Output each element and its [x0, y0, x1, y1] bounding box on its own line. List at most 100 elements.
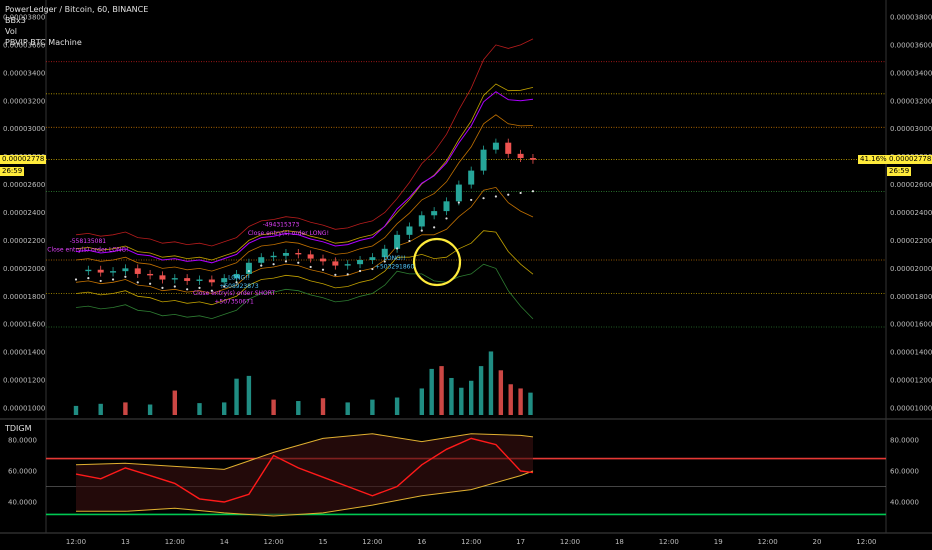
ma-dot: [321, 268, 325, 271]
price-tag-right: 0.00002778: [887, 155, 932, 164]
band-line: [75, 114, 534, 272]
candle-body: [233, 273, 240, 279]
chart-title: PowerLedger / Bitcoin, 60, BINANCE: [5, 5, 149, 14]
study-pbvip[interactable]: PBVIP BTC Machine: [5, 38, 82, 47]
candle-body: [381, 248, 388, 258]
ma-dot: [99, 279, 102, 283]
price-tick-right: 0.00003000: [890, 125, 932, 133]
volume-bar: [419, 388, 424, 415]
candle-body: [492, 142, 499, 150]
price-tick-left: 0.00001400: [3, 349, 45, 357]
candle-body: [455, 184, 462, 202]
candle-body: [221, 278, 228, 283]
volume-bar: [370, 399, 375, 415]
countdown-left: 26:59: [0, 167, 25, 176]
ma-dot: [198, 286, 201, 290]
candle-body: [529, 158, 536, 160]
band-line: [75, 83, 534, 261]
ma-dot: [494, 195, 497, 198]
price-tick-right: 0.00002600: [890, 181, 932, 189]
ma-dot: [358, 269, 362, 273]
price-tick-left: 0.00003200: [3, 97, 45, 105]
time-tick: 12:00: [461, 538, 481, 546]
volume-bar: [394, 397, 400, 415]
candle-body: [406, 226, 413, 235]
candle-body: [258, 257, 265, 263]
trade-annotation: Close entry(s) order LONG!: [248, 230, 329, 237]
volume-bar: [429, 368, 434, 415]
highlight-circle: [412, 237, 462, 287]
volume-bar: [234, 378, 239, 415]
ma-dot: [186, 288, 189, 291]
time-tick: 12:00: [560, 538, 580, 546]
ma-dot: [161, 286, 164, 290]
ma-dot: [433, 226, 436, 229]
price-tick-left: 0.00002400: [3, 209, 45, 217]
price-tick-right: 0.00001600: [890, 321, 932, 329]
price-tick-left: 0.00002600: [3, 181, 45, 189]
candle-body: [85, 269, 92, 272]
time-tick: 18: [615, 538, 624, 546]
time-tick: 12:00: [758, 538, 778, 546]
ma-dot: [457, 201, 460, 204]
trade-annotation: LONG!!: [228, 275, 250, 282]
trade-annotation: Close entry(s) order LONG!: [47, 247, 128, 254]
volume-bar: [459, 387, 464, 415]
ma-dot: [284, 260, 288, 263]
ma-dot: [124, 275, 127, 278]
price-tick-right: 0.00003600: [890, 41, 932, 49]
upper-band-line: [75, 433, 534, 470]
trade-annotation: -494315373: [263, 221, 300, 228]
indicator-tick-left: 40.0000: [8, 499, 37, 507]
study-bbx3[interactable]: BBx3: [5, 16, 26, 25]
candle-body: [208, 279, 215, 283]
time-tick: 19: [714, 538, 723, 546]
volume-bar: [449, 377, 454, 415]
volume-bar: [498, 370, 504, 415]
band-line: [75, 186, 534, 294]
time-tick: 12:00: [659, 538, 679, 546]
price-tick-right: 0.00002200: [890, 237, 932, 245]
volume-bar: [246, 375, 252, 415]
volume-bar: [123, 402, 128, 415]
candle-body: [196, 279, 203, 281]
candle-body: [431, 211, 438, 216]
ma-dot: [210, 289, 213, 292]
band-line: [75, 38, 534, 247]
horizontal-levels: [46, 61, 886, 328]
time-tick: 14: [220, 538, 229, 546]
volume-bar: [296, 401, 301, 415]
candle-body: [147, 273, 154, 276]
price-tick-right: 0.00001400: [890, 349, 932, 357]
volume-bar: [528, 392, 533, 415]
candle-body: [295, 252, 302, 255]
ma-dot: [396, 247, 399, 250]
price-tick-right: 0.00001000: [890, 405, 932, 413]
study-vol[interactable]: Vol: [5, 27, 17, 36]
price-tick-left: 0.00001200: [3, 377, 45, 385]
candle-body: [480, 149, 487, 171]
ma-dot: [136, 281, 139, 284]
ma-dot: [87, 277, 90, 280]
ma-dot: [519, 191, 522, 195]
price-tick-left: 0.00003400: [3, 69, 45, 77]
candle-body: [282, 252, 289, 256]
volume-bar: [478, 366, 484, 415]
candle-body: [357, 259, 364, 265]
candle-body: [344, 264, 351, 266]
channel-line: [75, 91, 534, 264]
indicator-title[interactable]: TDIGM: [5, 424, 32, 433]
ma-dot: [74, 278, 78, 281]
ma-dots: [74, 190, 535, 292]
tdigm-indicator: [46, 433, 886, 517]
candle-body: [307, 254, 314, 259]
candle-body: [320, 258, 326, 262]
ma-dot: [470, 198, 473, 202]
ma-dot: [309, 265, 312, 269]
price-tick-left: 0.00001800: [3, 293, 45, 301]
ma-dot: [445, 217, 448, 220]
volume-bar: [172, 390, 177, 415]
volume-bar: [147, 404, 153, 415]
volume-bar: [271, 399, 276, 415]
